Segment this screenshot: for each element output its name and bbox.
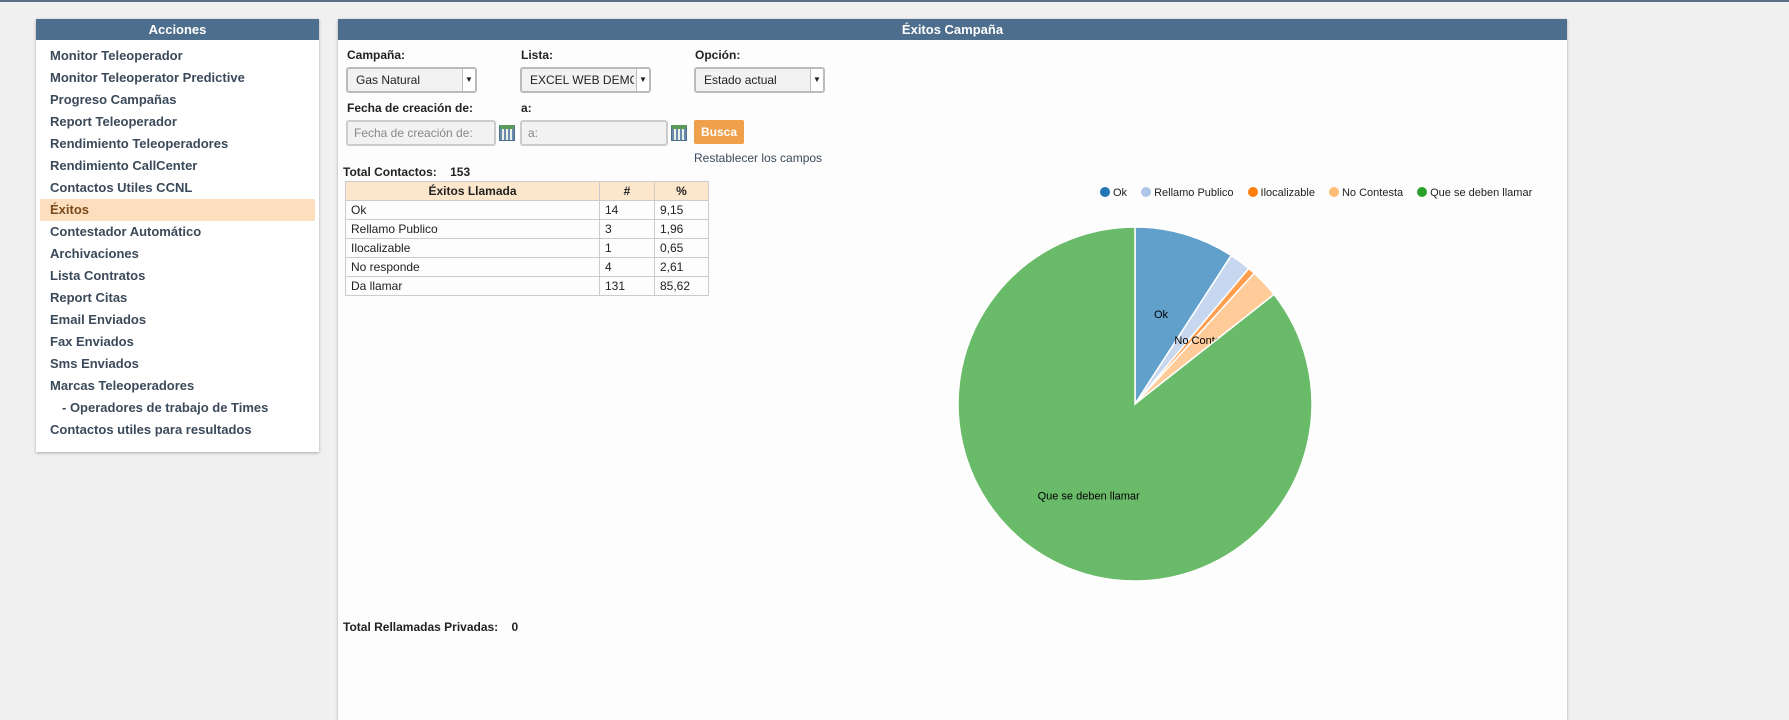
campana-select[interactable]: Gas Natural ▼: [346, 67, 477, 93]
total-contactos-label: Total Contactos:: [343, 165, 437, 179]
exitos-table: Éxitos Llamada # % Ok 14 9,15 Rellamo Publi…: [345, 181, 709, 296]
table-cell: 2,61: [654, 257, 709, 277]
legend-label: Ilocalizable: [1260, 187, 1315, 199]
sidebar-item[interactable]: Marcas Teleoperadores: [50, 378, 195, 393]
table-cell: 85,62: [654, 276, 709, 296]
table-row: Rellamo Publico 3 1,96: [345, 219, 709, 239]
legend-label: Rellamo Publico: [1154, 187, 1234, 199]
calendar-icon[interactable]: [671, 125, 687, 141]
legend-label: Ok: [1113, 187, 1128, 199]
total-privadas-label: Total Rellamadas Privadas:: [343, 620, 499, 634]
legend-item[interactable]: No Contesta: [1328, 187, 1404, 199]
actions-header: Acciones: [36, 19, 319, 40]
exitos-panel: Éxitos Campaña Campaña: Gas Natural ▼ Lis…: [338, 19, 1567, 720]
col-header: #: [599, 181, 655, 201]
table-cell: 4: [599, 257, 655, 277]
table-row: Ilocalizable 1 0,65: [345, 238, 709, 258]
table-cell: 0,65: [654, 238, 709, 258]
fecha-a-input[interactable]: a:: [520, 120, 668, 146]
search-button[interactable]: Busca: [694, 120, 744, 144]
total-contactos: Total Contactos: 153: [343, 165, 470, 179]
table-cell: Rellamo Publico: [345, 219, 600, 239]
actions-panel: Acciones Monitor Teleoperador Monitor Tel…: [36, 19, 319, 452]
pie-slice[interactable]: [1134, 226, 1233, 407]
table-cell: 3: [599, 219, 655, 239]
chevron-down-icon: ▼: [462, 69, 475, 91]
calendar-icon[interactable]: [499, 125, 515, 141]
legend-dot-icon: [1100, 187, 1110, 197]
sidebar-item[interactable]: Monitor Teleoperador: [50, 48, 183, 63]
chart-legend: Ok Rellamo Publico Ilocalizable No Contesta…: [1100, 187, 1532, 199]
sidebar-item[interactable]: Rendimiento Teleoperadores: [50, 136, 229, 151]
legend-label: No Contesta: [1341, 187, 1404, 199]
legend-item[interactable]: Que se deben llamar: [1417, 187, 1532, 199]
sidebar-item[interactable]: Lista Contratos: [50, 268, 146, 283]
sidebar-item[interactable]: Email Enviados: [50, 312, 147, 327]
total-privadas-value: 0: [511, 620, 519, 634]
fecha-a-label: a:: [521, 101, 532, 115]
sidebar-item[interactable]: - Operadores de trabajo de Times: [62, 400, 269, 415]
opcion-select[interactable]: Estado actual ▼: [694, 67, 825, 93]
pie-slice[interactable]: [957, 226, 1313, 582]
chevron-down-icon: ▼: [810, 69, 823, 91]
table-row: Ok 14 9,15: [345, 200, 709, 220]
sidebar-item[interactable]: Report Teleoperador: [50, 114, 177, 129]
table-cell: 1,96: [654, 219, 709, 239]
table-cell: 9,15: [654, 200, 709, 220]
fecha-de-label: Fecha de creación de:: [347, 101, 474, 115]
sidebar-item[interactable]: Rendimiento CallCenter: [50, 158, 198, 173]
col-header: Éxitos Llamada: [345, 181, 600, 201]
sidebar-item[interactable]: Monitor Teleoperator Predictive: [50, 70, 245, 85]
slice-label: Ok: [1154, 309, 1169, 321]
total-privadas: Total Rellamadas Privadas: 0: [343, 620, 518, 634]
legend-item[interactable]: Ok: [1100, 187, 1127, 199]
sidebar-item[interactable]: Progreso Campañas: [50, 92, 177, 107]
col-header: %: [654, 181, 709, 201]
sidebar-item[interactable]: Contactos utiles para resultados: [50, 422, 252, 437]
sidebar-item[interactable]: Sms Enviados: [50, 356, 139, 371]
legend-dot-icon: [1417, 187, 1428, 197]
legend-label: Que se deben llamar: [1430, 187, 1533, 199]
campana-value: Gas Natural: [356, 73, 421, 87]
table-cell: 131: [599, 276, 655, 296]
reset-fields-link[interactable]: Restablecer los campos: [694, 151, 823, 165]
sidebar-item[interactable]: Archivaciones: [50, 246, 139, 261]
sidebar-item[interactable]: Éxitos: [40, 199, 315, 221]
table-cell: Ok: [345, 200, 600, 220]
legend-item[interactable]: Ilocalizable: [1247, 187, 1315, 199]
sidebar-item[interactable]: Fax Enviados: [50, 334, 134, 349]
campana-label: Campaña:: [347, 48, 406, 62]
table-row: No responde 4 2,61: [345, 257, 709, 277]
table-cell: No responde: [345, 257, 600, 277]
table-cell: 1: [599, 238, 655, 258]
lista-select[interactable]: EXCEL WEB DEMO2.x▼: [520, 67, 651, 93]
table-cell: 14: [599, 200, 655, 220]
table-row: Da llamar 131 85,62: [345, 276, 709, 296]
chevron-down-icon: ▼: [636, 69, 649, 91]
legend-dot-icon: [1247, 187, 1258, 197]
slice-label: Que se deben llamar: [1038, 491, 1140, 503]
total-contactos-value: 153: [450, 165, 471, 179]
opcion-label: Opción:: [695, 48, 741, 62]
sidebar-item[interactable]: Report Citas: [50, 290, 128, 305]
actions-menu: Monitor Teleoperador Monitor Teleoperator…: [36, 40, 319, 446]
opcion-value: Estado actual: [704, 73, 777, 87]
lista-value: EXCEL WEB DEMO2.x: [530, 73, 634, 87]
sidebar-item[interactable]: Contactos Utiles CCNL: [50, 180, 193, 195]
sidebar-item[interactable]: Contestador Automático: [50, 224, 202, 239]
table-cell: Da llamar: [345, 276, 600, 296]
lista-label: Lista:: [521, 48, 554, 62]
page-title: Éxitos Campaña: [338, 19, 1567, 40]
legend-item[interactable]: Rellamo Publico: [1141, 187, 1234, 199]
legend-dot-icon: [1141, 187, 1152, 197]
table-cell: Ilocalizable: [345, 238, 600, 258]
fecha-de-input[interactable]: Fecha de creación de:: [346, 120, 496, 146]
legend-dot-icon: [1328, 187, 1339, 197]
